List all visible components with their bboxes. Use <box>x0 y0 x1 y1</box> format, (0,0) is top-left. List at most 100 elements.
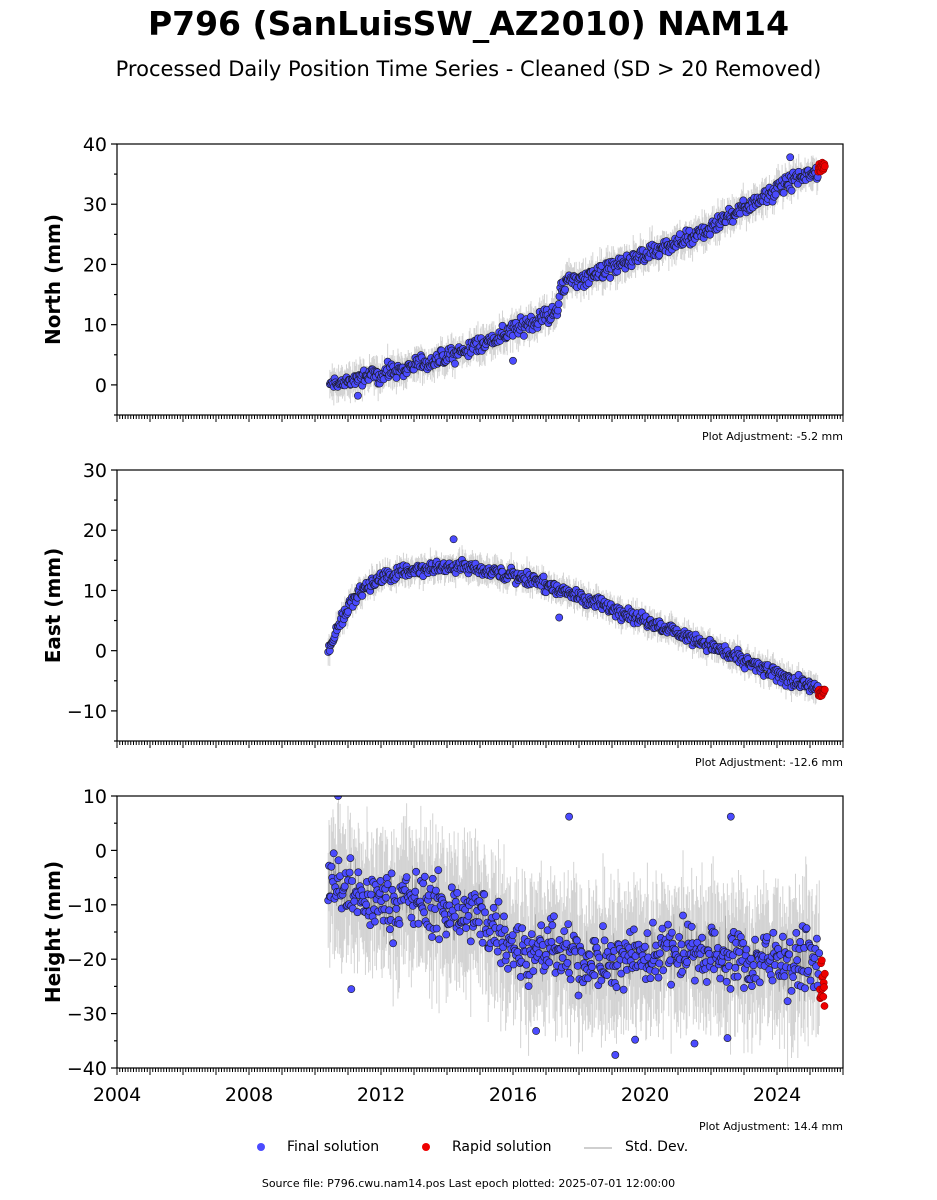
final-point <box>768 976 777 985</box>
final-point <box>340 882 349 891</box>
final-point <box>382 893 390 902</box>
chart-panel-0: 0 10 20 30 40 North (mm) Plot Adjustment: -5.2… <box>41 134 844 443</box>
final-point <box>451 359 459 368</box>
final-point <box>329 849 338 858</box>
y-tick-label: −20 <box>67 949 107 971</box>
final-point <box>599 922 607 930</box>
final-point <box>435 935 443 944</box>
final-point <box>573 936 581 945</box>
final-point <box>392 904 401 913</box>
y-axis <box>111 143 117 416</box>
final-point-outlier <box>723 1034 732 1042</box>
final-point <box>735 948 744 956</box>
final-point <box>527 930 536 938</box>
final-point <box>383 880 392 889</box>
final-point <box>778 932 787 941</box>
final-point <box>411 887 420 896</box>
final-point <box>502 951 511 960</box>
final-point <box>780 972 789 981</box>
final-point <box>500 925 509 934</box>
final-point <box>710 928 719 937</box>
final-point <box>539 572 548 581</box>
final-point <box>432 924 441 933</box>
final-point <box>698 933 706 942</box>
final-point <box>600 936 609 945</box>
rapid-solution-points <box>814 158 829 176</box>
final-point-outlier <box>555 613 564 622</box>
final-point-outlier <box>449 535 458 544</box>
y-tick-label: 40 <box>83 134 107 156</box>
plot-area <box>325 153 829 406</box>
final-point <box>710 965 718 974</box>
y-tick-label: 0 <box>95 641 107 663</box>
final-point <box>388 885 397 894</box>
final-point <box>387 869 396 878</box>
final-point <box>431 886 440 895</box>
y-tick-label: 10 <box>83 786 107 808</box>
final-point <box>769 928 778 937</box>
final-point <box>786 938 794 946</box>
final-point <box>664 920 672 929</box>
final-point <box>656 949 664 958</box>
plot-adjustment-note: Plot Adjustment: 14.4 mm <box>699 1120 843 1133</box>
final-point <box>566 975 575 984</box>
final-point <box>683 958 691 966</box>
final-point <box>793 956 801 965</box>
final-point <box>407 913 416 922</box>
rapid-point <box>821 162 829 171</box>
final-point-outlier <box>347 985 356 994</box>
y-tick-label: 20 <box>83 520 107 542</box>
final-point <box>564 920 573 928</box>
final-point <box>543 926 552 935</box>
final-point <box>419 879 428 888</box>
final-point <box>646 974 655 983</box>
final-point <box>779 188 788 197</box>
final-point <box>801 984 809 993</box>
final-point <box>509 960 518 969</box>
y-tick-label: −10 <box>67 701 107 723</box>
final-point-outlier <box>786 153 795 162</box>
final-point <box>504 964 512 973</box>
final-point <box>529 967 538 975</box>
final-point <box>651 967 660 976</box>
y-axis-label: Height (mm) <box>41 861 65 1003</box>
final-point <box>691 976 699 985</box>
final-point <box>428 874 437 883</box>
final-point <box>783 997 792 1006</box>
legend-final-label: Final solution <box>287 1139 380 1155</box>
plot-frame <box>116 469 844 742</box>
final-point <box>395 920 404 928</box>
final-point <box>480 890 489 899</box>
final-point <box>796 938 805 946</box>
final-point <box>747 954 755 963</box>
final-point <box>666 956 675 965</box>
final-point <box>547 938 556 946</box>
final-point-outlier <box>353 391 362 400</box>
final-point <box>802 924 811 933</box>
final-point <box>748 982 756 990</box>
final-point <box>804 966 813 975</box>
final-point <box>560 927 569 935</box>
legend-stddev-label: Std. Dev. <box>625 1139 689 1155</box>
final-point <box>455 927 464 936</box>
rapid-point <box>817 956 826 965</box>
final-point <box>428 933 436 941</box>
x-axis <box>116 1068 844 1075</box>
plot-adjustment-note: Plot Adjustment: -12.6 mm <box>695 756 843 769</box>
final-point <box>563 959 572 967</box>
plot-area <box>324 796 829 1068</box>
final-point <box>655 250 664 259</box>
final-point <box>550 912 558 921</box>
rapid-point <box>820 1002 829 1010</box>
final-point <box>345 868 354 877</box>
final-point <box>749 961 758 970</box>
rapid-solution-marker-icon <box>422 1143 430 1151</box>
final-point <box>740 984 748 992</box>
final-point <box>554 306 562 315</box>
final-point <box>813 934 821 943</box>
final-point <box>389 939 397 948</box>
final-point <box>722 977 731 986</box>
y-tick-label: 0 <box>95 840 107 862</box>
final-point <box>420 908 428 917</box>
final-point <box>654 973 663 982</box>
